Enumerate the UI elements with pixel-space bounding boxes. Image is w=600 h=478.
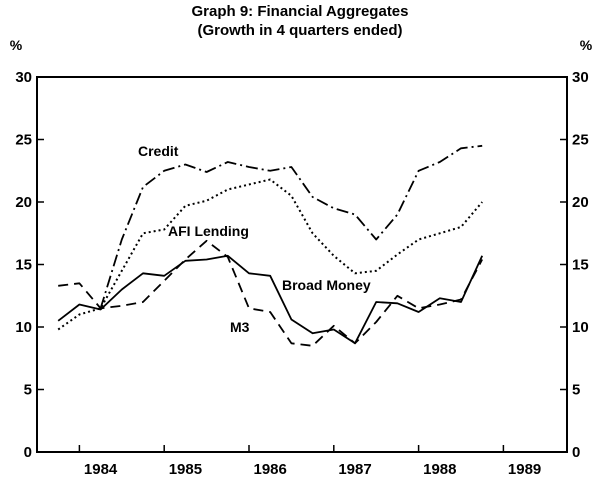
series-line-afi-lending [57, 178, 483, 331]
y-tick-label-right: 30 [572, 69, 589, 86]
y-tick-label-left: 30 [15, 69, 32, 86]
chart-subtitle: (Growth in 4 quarters ended) [197, 22, 402, 39]
y-tick-label-left: 15 [15, 257, 32, 274]
series-line-broad-money [57, 254, 484, 345]
y-unit-right: % [580, 37, 593, 53]
series-label-broad-money: Broad Money [282, 277, 371, 293]
series-label-afi-lending: AFI Lending [168, 223, 249, 239]
y-tick-label-left: 20 [15, 194, 32, 211]
y-tick-label-right: 25 [572, 132, 589, 149]
series-line-m3 [58, 239, 483, 347]
series-line-credit [99, 144, 483, 309]
chart-title: Graph 9: Financial Aggregates [192, 3, 409, 20]
x-tick-label: 1989 [508, 461, 541, 478]
x-tick-label: 1984 [84, 461, 118, 478]
x-tick-label: 1985 [169, 461, 202, 478]
series-label-credit: Credit [138, 143, 179, 159]
y-axis-left: 0 5 10 15 20 25 30 [15, 69, 44, 461]
series-label-m3: M3 [230, 319, 250, 335]
plot-frame [36, 76, 568, 453]
y-tick-label-right: 20 [572, 194, 589, 211]
y-axis-right: 0 5 10 15 20 25 30 [560, 69, 589, 461]
x-tick-label: 1987 [338, 461, 371, 478]
y-unit-left: % [10, 37, 23, 53]
y-tick-label-right: 0 [572, 444, 580, 461]
y-tick-label-right: 10 [572, 319, 589, 336]
y-tick-label-left: 0 [24, 444, 32, 461]
x-tick-label: 1988 [423, 461, 456, 478]
y-tick-label-right: 5 [572, 382, 580, 399]
x-tick-label: 1986 [254, 461, 287, 478]
y-tick-label-right: 15 [572, 257, 589, 274]
y-tick-label-left: 25 [15, 132, 32, 149]
x-axis: 1984 1985 1986 1987 1988 1989 [78, 445, 541, 478]
y-tick-label-left: 10 [15, 319, 32, 336]
y-tick-label-left: 5 [24, 382, 32, 399]
series-layer [57, 144, 484, 347]
